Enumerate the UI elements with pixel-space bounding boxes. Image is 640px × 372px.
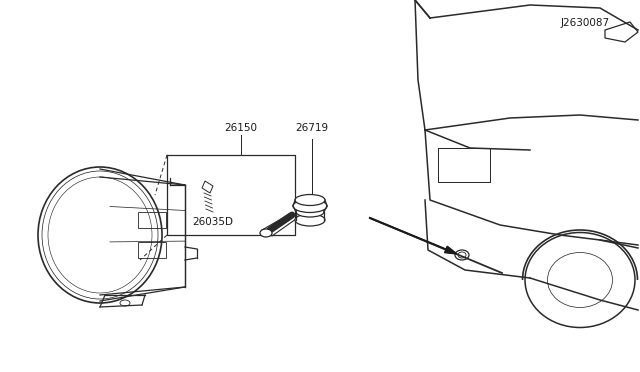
Ellipse shape xyxy=(296,207,324,217)
Text: 26150: 26150 xyxy=(225,123,257,133)
Ellipse shape xyxy=(295,214,325,226)
Text: 26035D: 26035D xyxy=(192,217,233,227)
Text: 26719: 26719 xyxy=(296,123,328,133)
Ellipse shape xyxy=(295,195,325,205)
Polygon shape xyxy=(445,246,457,254)
Ellipse shape xyxy=(260,229,272,237)
Text: J2630087: J2630087 xyxy=(561,18,610,28)
Ellipse shape xyxy=(293,199,327,212)
